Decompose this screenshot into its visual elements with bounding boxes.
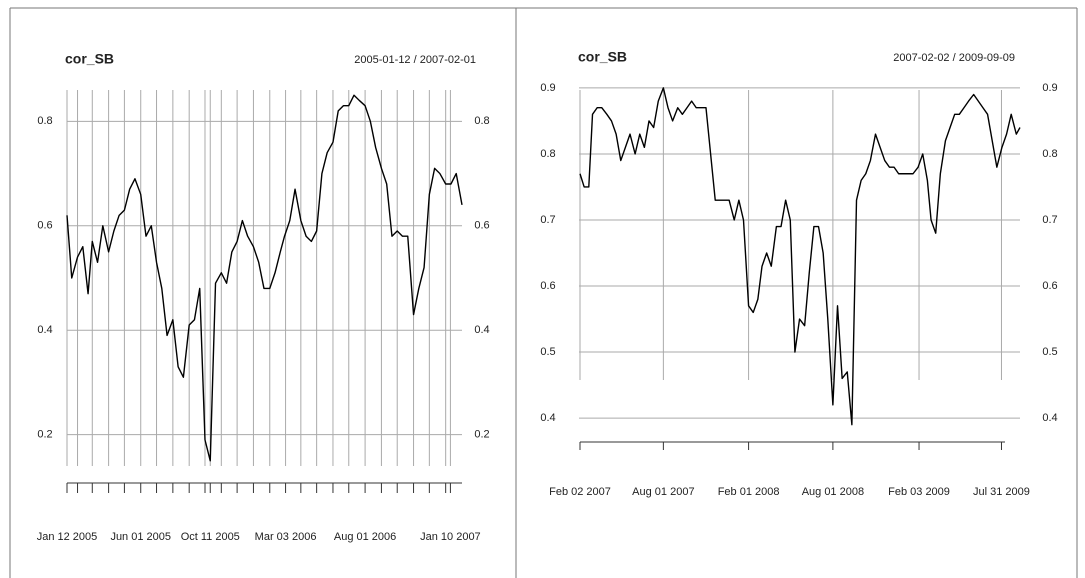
data-line xyxy=(66,94,463,462)
y-tick-label: 0.5 xyxy=(540,346,555,358)
y-tick-label-right: 0.4 xyxy=(1042,412,1057,424)
y-tick-label-right: 0.9 xyxy=(1042,82,1057,94)
y-tick-label-right: 0.8 xyxy=(1042,148,1057,160)
y-tick-label-right: 0.2 xyxy=(474,429,489,441)
y-tick-label: 0.4 xyxy=(37,324,52,336)
y-tick-label-right: 0.8 xyxy=(474,115,489,127)
chart-title: cor_SB xyxy=(65,51,114,67)
y-tick-label-right: 0.6 xyxy=(1042,280,1057,292)
y-tick-label-right: 0.7 xyxy=(1042,214,1057,226)
y-tick-label: 0.8 xyxy=(37,115,52,127)
y-tick-label: 0.6 xyxy=(540,280,555,292)
x-tick-label: Oct 11 2005 xyxy=(181,531,240,543)
chart-subtitle: 2007-02-02 / 2009-09-09 xyxy=(893,52,1015,64)
data-line xyxy=(579,87,1021,426)
y-tick-label-right: 0.5 xyxy=(1042,346,1057,358)
y-tick-label: 0.9 xyxy=(540,82,555,94)
x-tick-label: Jul 31 2009 xyxy=(973,486,1030,498)
x-tick-label: Mar 03 2006 xyxy=(255,531,317,543)
y-tick-label: 0.4 xyxy=(540,412,555,424)
x-tick-label: Feb 03 2009 xyxy=(888,486,950,498)
x-tick-label: Feb 02 2007 xyxy=(549,486,611,498)
y-tick-label: 0.6 xyxy=(37,220,52,232)
y-tick-label-right: 0.6 xyxy=(474,220,489,232)
x-tick-label: Jan 10 2007 xyxy=(420,531,481,543)
y-tick-label: 0.8 xyxy=(540,148,555,160)
x-tick-label: Jan 12 2005 xyxy=(37,531,98,543)
y-tick-label: 0.7 xyxy=(540,214,555,226)
chart-title: cor_SB xyxy=(578,49,627,65)
chart-subtitle: 2005-01-12 / 2007-02-01 xyxy=(354,54,476,66)
y-tick-label-right: 0.4 xyxy=(474,324,489,336)
y-tick-label: 0.2 xyxy=(37,429,52,441)
x-tick-label: Aug 01 2007 xyxy=(632,486,694,498)
x-tick-label: Aug 01 2006 xyxy=(334,531,396,543)
x-tick-label: Jun 01 2005 xyxy=(110,531,171,543)
x-tick-label: Feb 01 2008 xyxy=(718,486,780,498)
x-tick-label: Aug 01 2008 xyxy=(802,486,864,498)
